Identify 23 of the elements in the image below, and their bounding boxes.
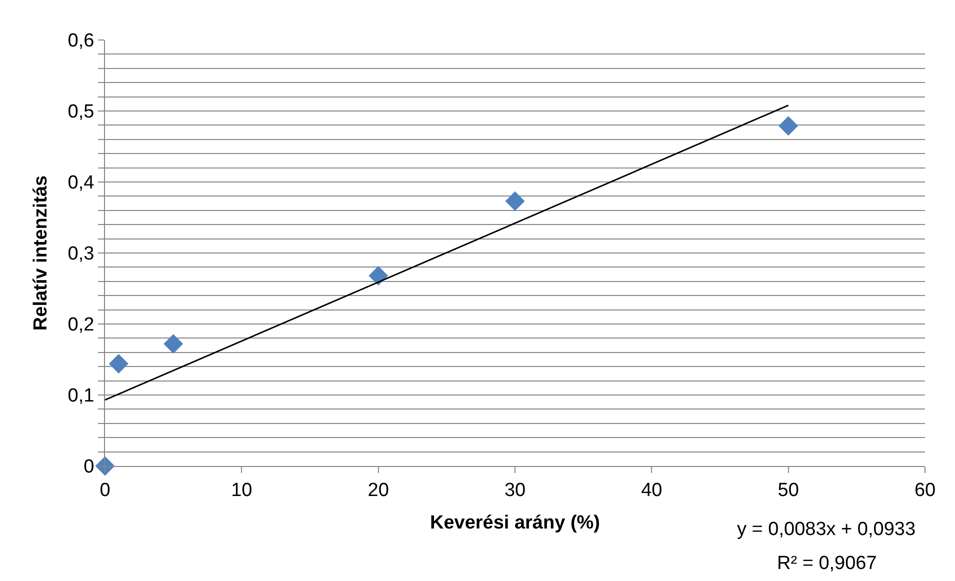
y-axis-title: Relatív intenzitás: [30, 175, 52, 331]
y-tick-label: 0,3: [68, 244, 94, 265]
point: [505, 191, 525, 211]
x-tick-label: 10: [231, 480, 252, 501]
x-tick-label: 30: [504, 480, 526, 501]
y-tick-label: 0,6: [68, 30, 94, 52]
text: y = 0,0083x + 0,0933: [737, 519, 916, 540]
point: [164, 334, 184, 354]
x-tick-label: 40: [641, 480, 662, 501]
y-tick-label: 0,2: [68, 314, 94, 336]
y-tick-label: 0,5: [68, 102, 94, 123]
point: [108, 354, 128, 374]
y-tick-label: 0,4: [68, 172, 95, 194]
x-tick-label: 60: [914, 480, 936, 501]
y-tick-label: 0,1: [68, 386, 94, 407]
y-tick-label: 0: [84, 456, 94, 478]
point: [778, 116, 798, 136]
x-axis-title: Keverési arány (%): [430, 512, 600, 534]
x-tick-label: 20: [368, 480, 389, 501]
x-tick-label: 0: [100, 480, 110, 501]
x-tick-label: 50: [778, 480, 799, 501]
text: R² = 0,9067: [777, 553, 877, 574]
point: [368, 266, 388, 286]
